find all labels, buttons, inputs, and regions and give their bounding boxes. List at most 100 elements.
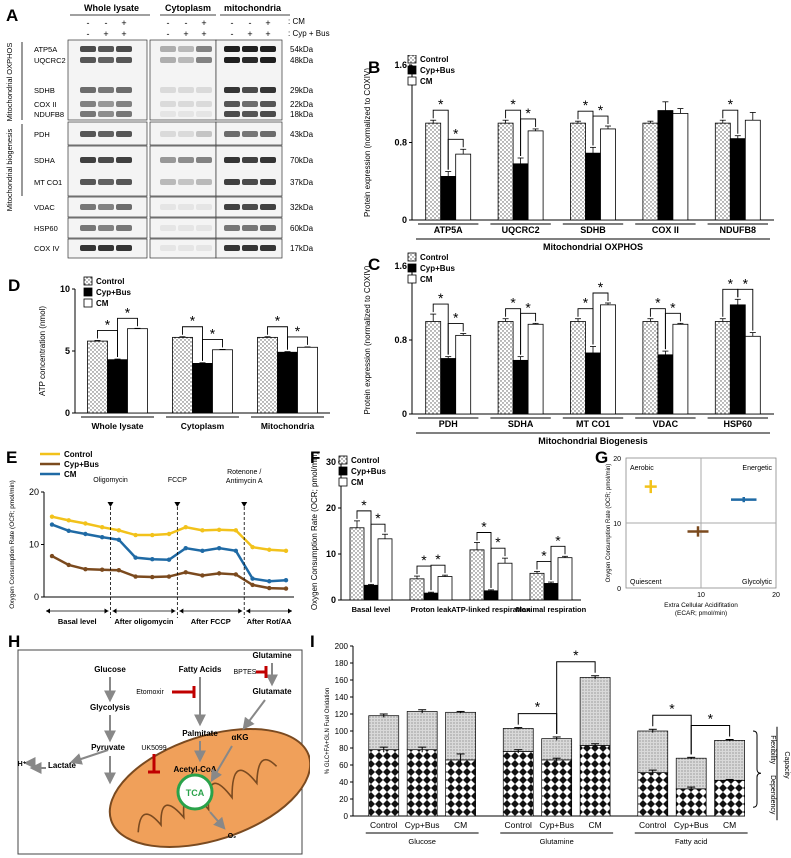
bar	[557, 557, 573, 601]
bar	[672, 113, 689, 221]
blot-cm-sign: -	[167, 18, 170, 28]
blot-band	[260, 204, 276, 210]
legend-swatch	[83, 298, 93, 308]
blot-cm-sign: -	[249, 18, 252, 28]
blot-band	[260, 57, 276, 63]
mitochondrion-cristae	[137, 758, 278, 833]
blot-cm-sign: -	[185, 18, 188, 28]
significance-bracket	[447, 323, 464, 355]
y-tick-label: 1.6	[394, 60, 407, 70]
blot-band	[260, 46, 276, 52]
blot-band	[242, 225, 258, 231]
y-tick-label: 5	[65, 346, 70, 356]
flow-arrow	[69, 749, 109, 765]
blot-band	[242, 87, 258, 93]
bar	[107, 359, 128, 414]
blot-kda-label: 17kDa	[290, 244, 314, 253]
legend-swatch	[407, 274, 417, 284]
chart-i-fuel-oxidation: 0 20 40 60 80 100 120 140 160 180 200 % GLC+FA+GLN …	[325, 642, 790, 846]
blot-cm-sign: +	[121, 18, 126, 28]
series-point	[66, 518, 71, 523]
blot-row-label: MT CO1	[34, 178, 62, 187]
blot-band	[242, 131, 258, 137]
bar	[483, 590, 499, 601]
blot-band	[98, 204, 114, 210]
legend-label: CM	[351, 478, 364, 487]
series-point	[133, 532, 138, 538]
series-point	[216, 527, 222, 532]
panel-letter-i: I	[310, 632, 315, 651]
series-point	[183, 570, 188, 575]
category-label: Cytoplasm	[181, 421, 225, 431]
lactate-label: Lactate	[48, 761, 77, 770]
significance-star: *	[361, 497, 367, 513]
category-label: UQCRC2	[502, 225, 540, 235]
phase-label: After FCCP	[191, 617, 231, 626]
blot-band	[242, 111, 258, 117]
significance-star: *	[495, 534, 501, 550]
side-label-dependency: Dependency	[769, 775, 776, 815]
blot-row-label: PDH	[34, 130, 50, 139]
panel-letter-f: F	[310, 448, 321, 467]
series-point	[283, 586, 289, 591]
bar-flexibility	[637, 730, 669, 774]
series-point	[166, 557, 172, 562]
bar	[657, 354, 674, 415]
blot-band	[224, 179, 240, 185]
significance-bracket	[370, 523, 386, 583]
blot-band	[178, 46, 194, 52]
blot-band	[242, 179, 258, 185]
category-label: CM	[589, 820, 602, 830]
category-label: ATP-linked respiration	[451, 605, 531, 614]
bar-dependency	[579, 745, 611, 817]
glucose-label: Glucose	[94, 665, 126, 674]
blot-kda-label: 70kDa	[290, 156, 314, 165]
significance-star: *	[438, 96, 444, 112]
significance-bracket	[664, 312, 681, 350]
legend-swatch	[338, 455, 348, 465]
blot-band	[178, 87, 194, 93]
series-point	[150, 532, 155, 538]
bar-dependency	[368, 749, 400, 817]
blot-band	[160, 46, 176, 52]
y-tick-label: 120	[335, 710, 349, 719]
series-point	[183, 545, 188, 551]
h-plus-label: H⁺	[18, 761, 27, 768]
series-point	[216, 545, 222, 551]
blot-band	[242, 157, 258, 163]
blot-row-label: COX IV	[34, 244, 59, 253]
series-point	[200, 573, 205, 578]
series-point	[250, 582, 255, 588]
blot-band	[260, 157, 276, 163]
o2-label: O₂	[228, 833, 237, 840]
legend-swatch	[407, 55, 417, 64]
x-axis-label: Extra Cellular Acidifitation	[664, 602, 738, 609]
blot-cm-sign: +	[201, 18, 206, 28]
series-point	[283, 578, 289, 583]
series-point	[49, 522, 55, 527]
y-tick-label: 20	[339, 795, 348, 804]
series-point	[283, 548, 289, 553]
western-blot-figure: Whole lysate Cytoplasm mitochondria- - + - - + -…	[5, 3, 330, 259]
blot-band	[196, 101, 212, 107]
significance-bracket	[202, 338, 223, 361]
y-tick-label: 30	[326, 457, 336, 467]
blot-band	[80, 101, 96, 107]
flow-arrow	[242, 699, 266, 730]
category-label: Control	[505, 820, 533, 830]
bar-dependency	[445, 759, 476, 817]
blot-band	[116, 111, 132, 117]
category-label: Mitochondria	[261, 421, 315, 431]
blot-band	[98, 179, 114, 185]
category-label: Control	[639, 820, 667, 830]
blot-band	[160, 157, 176, 163]
significance-star: *	[728, 275, 734, 291]
bar	[212, 349, 233, 414]
series-point	[66, 562, 71, 568]
blot-band	[260, 131, 276, 137]
significance-bracket	[556, 661, 596, 734]
blot-band	[160, 87, 176, 93]
bar	[172, 336, 193, 414]
significance-star: *	[295, 323, 301, 339]
significance-star: *	[708, 711, 714, 727]
